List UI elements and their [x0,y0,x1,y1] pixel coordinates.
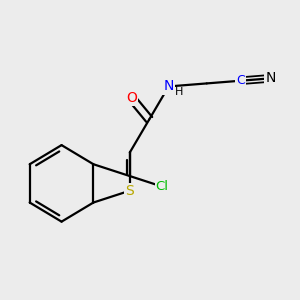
Text: S: S [125,184,134,198]
Text: N: N [164,80,174,94]
Text: N: N [265,71,275,85]
Text: C: C [236,74,245,87]
Text: Cl: Cl [156,180,169,193]
Text: O: O [126,91,137,105]
Text: H: H [175,88,183,98]
